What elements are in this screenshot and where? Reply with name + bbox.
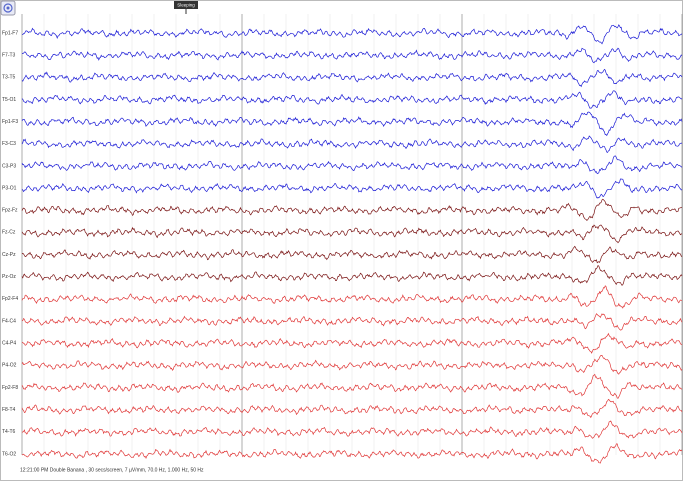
eeg-trace	[21, 24, 683, 45]
time-grid	[21, 14, 683, 455]
channel-label: Cz-Pz	[2, 252, 16, 258]
eeg-trace	[21, 420, 683, 439]
channel-label: F3-C3	[2, 141, 16, 147]
button-icon-dot[interactable]	[6, 6, 10, 10]
eeg-trace	[21, 285, 683, 309]
eeg-trace	[21, 332, 683, 354]
channel-label: C4-P4	[2, 341, 16, 347]
eeg-trace	[21, 178, 683, 199]
eeg-trace	[21, 198, 683, 221]
eeg-trace	[21, 68, 683, 88]
eeg-trace	[21, 135, 683, 153]
eeg-trace	[21, 355, 683, 375]
eeg-trace	[21, 47, 683, 64]
channel-label: T6-O2	[2, 451, 16, 457]
channel-label: Fp2-F4	[2, 296, 18, 302]
eeg-trace	[21, 443, 683, 464]
channel-label: P3-O1	[2, 185, 17, 191]
channel-label: T5-O1	[2, 97, 16, 103]
traces: Fp1-F7 F7-T3 T3-T5 T5-O1 Fp1-F3 F3-C3 C3-P3 P3-…	[2, 24, 683, 464]
eeg-trace	[21, 264, 683, 286]
channel-label: T4-T6	[2, 429, 16, 435]
channel-label: Pz-Oz	[2, 274, 16, 280]
eeg-trace	[21, 245, 683, 264]
annotation-box	[174, 1, 198, 9]
eeg-trace	[21, 313, 683, 331]
button-icon[interactable]	[3, 3, 13, 13]
eeg-trace	[21, 111, 683, 137]
channel-label: Fp1-F7	[2, 30, 18, 36]
menu-button[interactable]	[0, 0, 16, 16]
channel-label: Fz-Cz	[2, 230, 16, 236]
status-footer: 12:21:00 PM Double Banana , 30 secs/scre…	[20, 467, 204, 473]
annotation: Sleeping	[177, 3, 195, 8]
channel-label: Fpz-Fz	[2, 208, 18, 214]
channel-label: C3-P3	[2, 163, 16, 169]
channel-label: Fp2-F8	[2, 385, 18, 391]
eeg-trace	[21, 90, 683, 109]
eeg-trace	[21, 224, 683, 244]
channel-label: F4-C4	[2, 318, 16, 324]
eeg-trace	[21, 155, 683, 175]
channel-label: F7-T3	[2, 52, 16, 58]
eeg-trace	[21, 373, 683, 399]
channel-label: Fp1-F3	[2, 119, 18, 125]
eeg-trace	[21, 398, 683, 419]
channel-label: P4-O2	[2, 363, 17, 369]
channel-label: F8-T4	[2, 407, 16, 413]
channel-label: T3-T5	[2, 75, 16, 81]
